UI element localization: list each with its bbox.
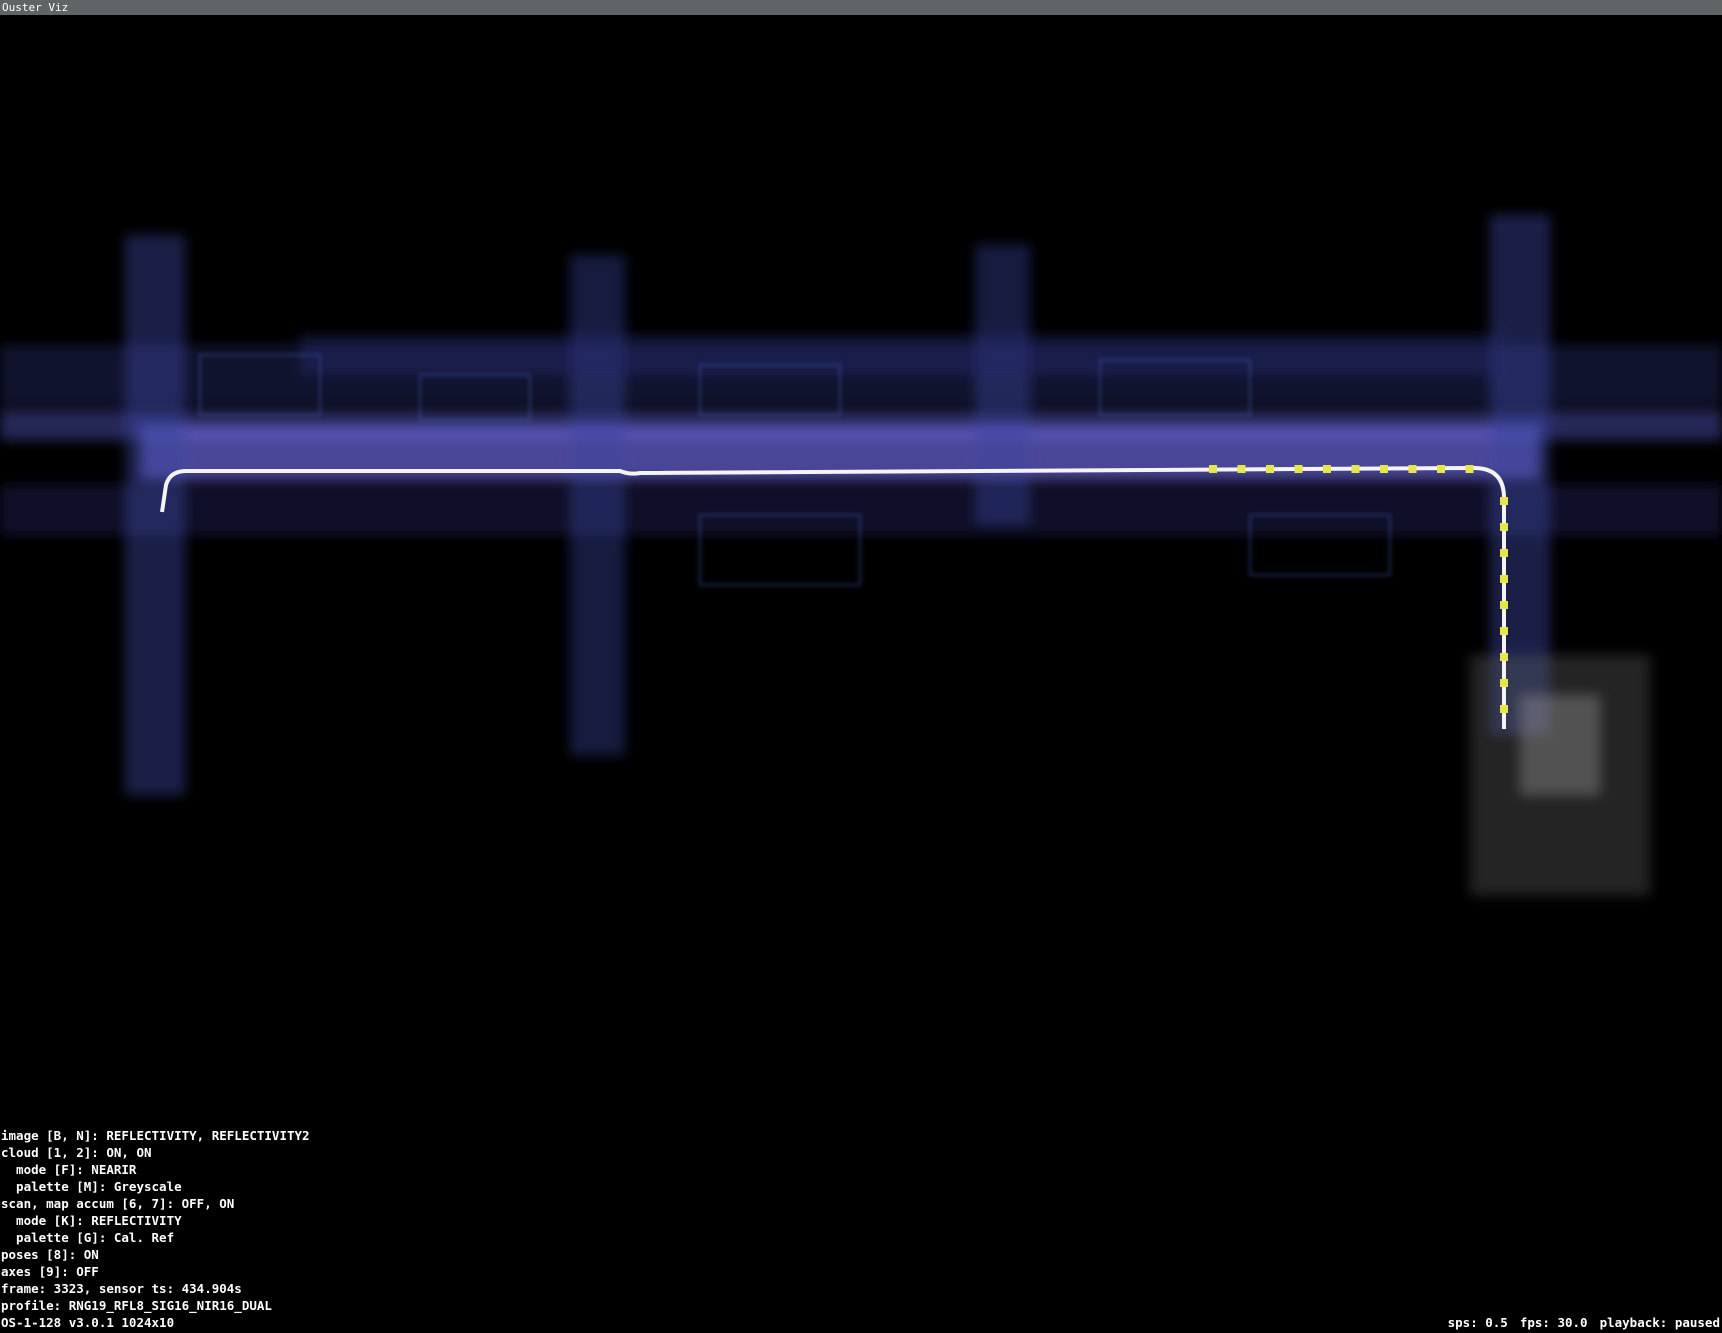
viewport	[0, 215, 1722, 895]
pose-marker	[1437, 465, 1445, 473]
status-bar: sps: 0.5 fps: 30.0 playback: paused	[1436, 1314, 1720, 1331]
pose-marker	[1294, 465, 1303, 473]
overlay-line: mode [K]: REFLECTIVITY	[1, 1213, 182, 1228]
pose-marker	[1209, 465, 1217, 473]
pose-marker	[1266, 465, 1274, 473]
overlay-line: image [B, N]: REFLECTIVITY, REFLECTIVITY…	[1, 1128, 310, 1143]
pose-marker	[1323, 465, 1331, 473]
status-item: fps: 30.0	[1519, 1315, 1588, 1330]
pose-marker	[1500, 653, 1508, 661]
pose-markers	[1209, 465, 1508, 713]
overlay-line: scan, map accum [6, 7]: OFF, ON	[1, 1196, 235, 1211]
overlay-line: palette [M]: Greyscale	[1, 1179, 182, 1194]
info-overlay: image [B, N]: REFLECTIVITY, REFLECTIVITY…	[1, 1127, 310, 1331]
pose-marker	[1500, 705, 1508, 713]
pose-marker	[1500, 497, 1508, 505]
pose-marker	[1500, 679, 1508, 687]
pose-marker	[1500, 575, 1508, 583]
building-outlines	[199, 354, 1391, 586]
status-item: playback: paused	[1599, 1315, 1720, 1330]
point-cloud	[0, 215, 1722, 895]
window-title: Ouster Viz	[0, 0, 1722, 15]
status-item: sps: 0.5	[1447, 1315, 1508, 1330]
overlay-line: axes [9]: OFF	[1, 1264, 99, 1279]
overlay-line: frame: 3323, sensor ts: 434.904s	[1, 1281, 242, 1296]
pose-marker	[1237, 465, 1246, 473]
overlay-line: poses [8]: ON	[1, 1247, 99, 1262]
pose-marker	[1465, 465, 1474, 473]
pose-marker	[1408, 465, 1417, 473]
overlay-line: palette [G]: Cal. Ref	[1, 1230, 175, 1245]
overlay-line: cloud [1, 2]: ON, ON	[1, 1145, 152, 1160]
pose-marker	[1351, 465, 1360, 473]
trajectory	[160, 465, 1506, 729]
overlay-line: mode [F]: NEARIR	[1, 1162, 137, 1177]
pose-marker	[1500, 601, 1508, 609]
overlay-line: OS-1-128 v3.0.1 1024x10	[1, 1315, 175, 1330]
pose-marker	[1500, 549, 1508, 557]
pose-marker	[1380, 465, 1388, 473]
overlay-line: profile: RNG19_RFL8_SIG16_NIR16_DUAL	[1, 1298, 272, 1313]
pose-marker	[1500, 627, 1508, 635]
pose-marker	[1500, 523, 1508, 531]
